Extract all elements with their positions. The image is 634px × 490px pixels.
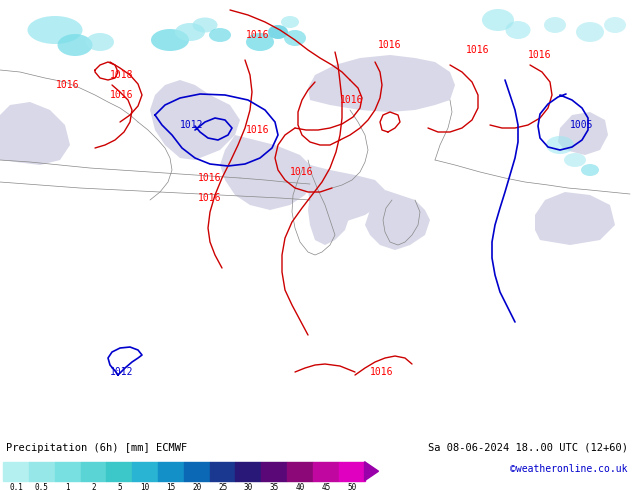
Ellipse shape bbox=[246, 33, 274, 51]
Text: 40: 40 bbox=[295, 483, 305, 490]
Text: 1016: 1016 bbox=[290, 167, 314, 177]
Text: 1016: 1016 bbox=[110, 90, 134, 100]
Polygon shape bbox=[150, 80, 240, 160]
Polygon shape bbox=[558, 112, 608, 155]
Bar bbox=[287, 462, 313, 481]
Bar bbox=[133, 462, 158, 481]
Text: 1016: 1016 bbox=[198, 193, 222, 203]
Ellipse shape bbox=[581, 164, 599, 176]
Text: Sa 08-06-2024 18..00 UTC (12+60): Sa 08-06-2024 18..00 UTC (12+60) bbox=[428, 442, 628, 453]
Text: 1012: 1012 bbox=[110, 367, 134, 377]
Text: 0.5: 0.5 bbox=[35, 483, 49, 490]
Ellipse shape bbox=[58, 34, 93, 56]
Text: 30: 30 bbox=[243, 483, 253, 490]
Ellipse shape bbox=[284, 30, 306, 46]
Bar bbox=[81, 462, 107, 481]
Text: 1005: 1005 bbox=[570, 120, 594, 130]
Text: 2: 2 bbox=[91, 483, 96, 490]
Ellipse shape bbox=[546, 136, 574, 154]
Ellipse shape bbox=[576, 22, 604, 42]
Text: 35: 35 bbox=[269, 483, 279, 490]
Text: 1016: 1016 bbox=[466, 45, 489, 55]
Bar bbox=[184, 462, 210, 481]
Polygon shape bbox=[365, 462, 378, 481]
Ellipse shape bbox=[209, 28, 231, 42]
Bar bbox=[261, 462, 287, 481]
Polygon shape bbox=[220, 135, 315, 210]
Text: 1016: 1016 bbox=[370, 367, 394, 377]
Ellipse shape bbox=[27, 16, 82, 44]
Polygon shape bbox=[535, 192, 615, 245]
Polygon shape bbox=[308, 180, 350, 245]
Text: Precipitation (6h) [mm] ECMWF: Precipitation (6h) [mm] ECMWF bbox=[6, 442, 188, 453]
Text: 1018: 1018 bbox=[110, 70, 134, 80]
Ellipse shape bbox=[175, 23, 205, 41]
Text: 1: 1 bbox=[65, 483, 70, 490]
Text: 20: 20 bbox=[192, 483, 202, 490]
Bar bbox=[313, 462, 339, 481]
Ellipse shape bbox=[151, 29, 189, 51]
Polygon shape bbox=[365, 190, 430, 250]
Text: 1016: 1016 bbox=[198, 173, 222, 183]
Text: 1016: 1016 bbox=[528, 50, 552, 60]
Polygon shape bbox=[308, 55, 455, 112]
Ellipse shape bbox=[544, 17, 566, 33]
Polygon shape bbox=[0, 102, 70, 165]
Ellipse shape bbox=[564, 153, 586, 167]
Text: 10: 10 bbox=[141, 483, 150, 490]
Ellipse shape bbox=[482, 9, 514, 31]
Ellipse shape bbox=[268, 25, 288, 39]
Text: 15: 15 bbox=[166, 483, 176, 490]
Ellipse shape bbox=[86, 33, 114, 51]
Bar bbox=[235, 462, 261, 481]
Bar bbox=[339, 462, 365, 481]
Text: 45: 45 bbox=[321, 483, 330, 490]
Text: 1016: 1016 bbox=[56, 80, 80, 90]
Bar bbox=[158, 462, 184, 481]
Text: 1016: 1016 bbox=[378, 40, 402, 50]
Text: 50: 50 bbox=[347, 483, 356, 490]
Bar bbox=[55, 462, 81, 481]
Text: 1012: 1012 bbox=[180, 120, 204, 130]
Bar bbox=[210, 462, 235, 481]
Text: ©weatheronline.co.uk: ©weatheronline.co.uk bbox=[510, 464, 628, 474]
Ellipse shape bbox=[604, 17, 626, 33]
Bar bbox=[3, 462, 29, 481]
Text: 5: 5 bbox=[117, 483, 122, 490]
Ellipse shape bbox=[505, 21, 531, 39]
Polygon shape bbox=[308, 165, 385, 225]
Text: 1016: 1016 bbox=[246, 125, 269, 135]
Bar bbox=[29, 462, 55, 481]
Text: 0.1: 0.1 bbox=[9, 483, 23, 490]
Bar bbox=[107, 462, 133, 481]
Text: 1016: 1016 bbox=[246, 30, 269, 40]
Ellipse shape bbox=[281, 16, 299, 28]
Text: 25: 25 bbox=[218, 483, 227, 490]
Text: 1016: 1016 bbox=[340, 95, 364, 105]
Ellipse shape bbox=[193, 18, 217, 32]
